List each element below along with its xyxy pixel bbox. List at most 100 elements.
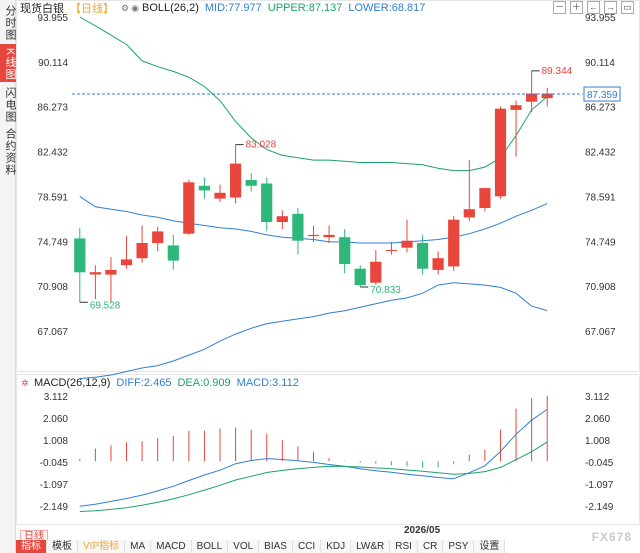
macd-tick-left: -2.149 [40,502,69,513]
tab-flash[interactable]: 闪电图 [4,87,16,123]
candle-body [136,243,148,259]
candle-body [479,188,491,208]
main-frame [16,0,640,372]
candle-body [339,237,351,265]
price-tick-left: 78.591 [37,192,68,203]
indicator-tab[interactable]: BIAS [259,540,293,553]
macd-tick-left: -1.097 [40,480,69,491]
boll-mid-line [79,195,548,244]
current-price-label: 87.359 [587,90,618,101]
candle-body [510,105,522,110]
current-price-box [583,86,621,102]
boll-upper-line [79,16,548,172]
period-selector[interactable]: 日线 [20,530,48,543]
eye-icon[interactable]: ◉ [131,3,139,13]
indicator-tabs: 指标 模板 VIP指标 MA MACD BOLL VOL BIAS CCI KDJ LW&R RSI C… [16,540,506,553]
boll-label: BOLL(26,2) [142,2,199,14]
indicator-tab[interactable]: VOL [228,540,260,553]
boll-upper-value: UPPER:87.137 [267,2,343,14]
candle-body [494,108,507,197]
macd-tick-left: -0.045 [40,458,69,469]
tab-timeshare[interactable]: 分时图 [4,5,16,41]
price-tick-right: 74.749 [585,237,616,248]
candle-body [432,258,444,270]
macd-tick-right: -0.045 [585,458,614,469]
candle-body [74,238,86,273]
mid-high-annotation: 83.028 [246,140,277,151]
candle-body [370,261,382,283]
crosshair-icon[interactable]: ✲ [21,378,29,388]
zoom-out-button[interactable]: － [553,1,566,14]
macd-dea-line [79,441,548,512]
low2-annotation: 70.833 [370,285,401,296]
price-tick-left: 82.432 [37,148,68,159]
macd-frame [16,374,640,525]
gear-icon[interactable]: ⚙ [120,3,130,13]
candle-body [245,180,257,186]
price-tick-right: 90.114 [585,58,615,69]
tab-kline[interactable]: K线图 [0,44,16,82]
high-annotation: 89.344 [542,66,573,77]
indicator-tab[interactable]: PSY [443,540,475,553]
price-tick-right: 78.591 [585,192,616,203]
candle-body [292,213,304,241]
candle-body [323,234,335,238]
indicator-tab[interactable]: 指标 [16,540,47,553]
fullscreen-button[interactable]: ▭ [621,1,634,14]
macd-tick-right: -1.097 [585,480,614,491]
boll-lower-line [79,282,548,379]
period-indicator[interactable]: 【日线】 [70,3,114,15]
indicator-tab[interactable]: KDJ [321,540,352,553]
low1-annotation: 69.528 [90,300,121,311]
macd-tick-left: 3.112 [44,392,69,403]
indicator-tab[interactable]: 设置 [474,540,506,553]
macd-tick-right: 3.112 [585,392,610,403]
price-tick-right: 93.955 [585,13,616,24]
price-tick-right: 82.432 [585,148,616,159]
bottom-toolbar: 日线 指标 模板 VIP指标 MA MACD BOLL VOL BIAS CCI KDJ LW&R R… [0,527,640,553]
candle-body [214,192,226,199]
view-sidebar: 分时图 K线图 闪电图 合约资料 [0,0,16,553]
candle-body [120,259,133,266]
price-tick-right: 67.067 [585,327,616,338]
candle-body [152,231,164,244]
price-tick-right: 70.908 [585,282,616,293]
scroll-right-button[interactable]: → [604,1,617,14]
chart-toolbar: － ＋ ← → ▭ [553,1,634,14]
candle-body [183,182,195,234]
boll-lower-value: LOWER:68.817 [348,2,426,14]
zoom-in-button[interactable]: ＋ [570,1,583,14]
indicator-tab[interactable]: BOLL [191,540,229,553]
tab-contract-info[interactable]: 合约资料 [4,128,16,176]
price-tick-left: 67.067 [37,327,68,338]
price-tick-left: 70.908 [37,282,68,293]
macd-diff-value: DIFF:2.465 [116,377,172,389]
candle-body [448,219,460,267]
macd-label: MACD(26,12,9) [34,377,111,389]
indicator-tab[interactable]: CCI [292,540,322,553]
candle-body [463,209,475,218]
macd-tick-left: 1.008 [43,436,68,447]
indicator-tab[interactable]: RSI [390,540,418,553]
indicator-tab[interactable]: LW&R [351,540,391,553]
price-tick-left: 74.749 [37,237,68,248]
macd-tick-left: 2.060 [43,414,68,425]
candle-body [385,250,397,251]
date-axis-label: 2026/05 [404,525,441,536]
indicator-tab[interactable]: CR [417,540,444,553]
candle-body [541,93,553,99]
brand-watermark: FX678 [591,530,632,544]
chart-header: 现货白银 【日线】 ⚙ ◉ BOLL(26,2) MID:77.977 UPPE… [20,1,431,15]
instrument-title: 现货白银 [20,3,64,15]
macd-tick-right: 1.008 [585,436,610,447]
candle-body [167,245,179,261]
indicator-tab[interactable]: VIP指标 [78,540,126,553]
candle-body [230,163,242,198]
indicator-tab[interactable]: MA [125,540,152,553]
scroll-left-button[interactable]: ← [587,1,600,14]
indicator-tab[interactable]: 模板 [47,540,78,553]
boll-mid-value: MID:77.977 [204,2,262,14]
indicator-tab[interactable]: MACD [151,540,192,553]
candle-body [307,234,320,237]
